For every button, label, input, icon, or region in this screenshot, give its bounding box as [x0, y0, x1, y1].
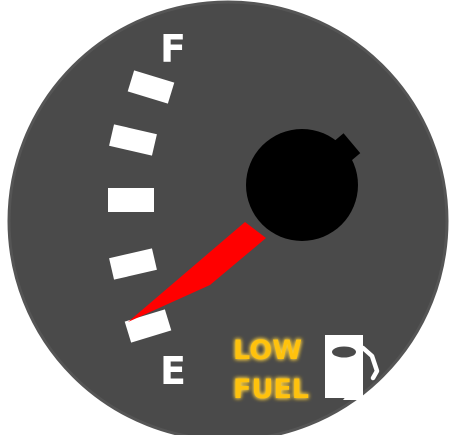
gauge-hub	[246, 129, 361, 241]
low-fuel-warning-line1: LOW	[233, 335, 302, 366]
gauge-empty-label: E	[160, 349, 186, 393]
gauge-tick	[124, 309, 172, 343]
gauge-dial-face	[7, 0, 449, 435]
fuel-pump-icon	[325, 335, 380, 400]
gauge-full-label: F	[160, 27, 186, 71]
low-fuel-warning-line2: FUEL	[233, 374, 309, 405]
gauge-tick	[109, 124, 157, 156]
gauge-tick	[127, 70, 175, 104]
gauge-scale-ticks	[108, 70, 175, 343]
low-fuel-warning: LOW FUEL	[233, 335, 309, 405]
gauge-needle	[128, 222, 266, 322]
gauge-tick	[109, 248, 157, 280]
gauge-tick	[108, 188, 154, 212]
